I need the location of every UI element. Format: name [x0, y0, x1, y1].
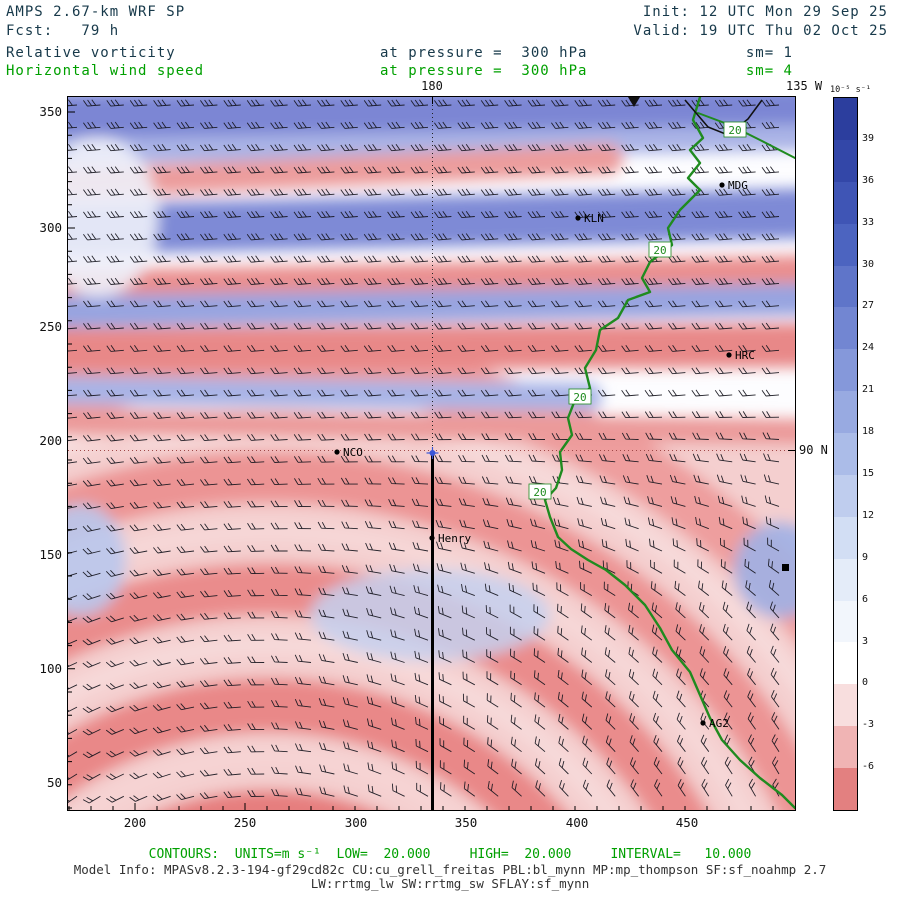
colorbar-band	[834, 307, 857, 350]
map-canvas-host: 20 20 20 20 MDG KLN HRC NCO Henry AG2	[68, 97, 795, 810]
station-marker: NCO	[334, 446, 363, 459]
wind-barbs	[68, 99, 780, 804]
field2-smoothing: sm= 4	[745, 63, 793, 79]
coastline	[543, 97, 795, 810]
svg-text:AG2: AG2	[709, 717, 729, 730]
svg-text:HRC: HRC	[735, 349, 755, 362]
field1-name: Relative vorticity	[6, 45, 176, 61]
physics-info: LW:rrtmg_lw SW:rrtmg_sw SFLAY:sf_mynn	[310, 876, 590, 891]
svg-text:Henry: Henry	[438, 532, 471, 545]
contour-label: 20	[568, 388, 592, 405]
colorbar-band	[834, 768, 857, 810]
colorbar-label: -6	[862, 761, 875, 773]
x-axis-label: 350	[454, 815, 478, 830]
y-axis-label: 250	[39, 319, 62, 334]
colorbar-label: 9	[862, 551, 869, 563]
colorbar-label: 12	[862, 509, 875, 521]
station-marker: HRC	[726, 349, 755, 362]
contour-label: 20	[528, 483, 552, 500]
colorbar-band	[834, 684, 857, 727]
colorbar-label: 0	[862, 677, 869, 689]
colorbar-band	[834, 600, 857, 643]
colorbar-band	[834, 349, 857, 392]
x-axis-label: 300	[344, 815, 368, 830]
x-axis-label: 450	[675, 815, 699, 830]
y-axis-label: 50	[46, 775, 62, 790]
model-info: Model Info: MPASv8.2.3-194-gf29cd82c CU:…	[73, 862, 827, 877]
contours-info: CONTOURS: UNITS=m s⁻¹ LOW= 20.000 HIGH= …	[148, 847, 752, 862]
colorbar-band	[834, 223, 857, 266]
colorbar-band	[834, 474, 857, 517]
field2-name: Horizontal wind speed	[6, 63, 205, 79]
svg-text:KLN: KLN	[584, 212, 604, 225]
top-right-lon-label: 135 W	[786, 79, 823, 93]
y-axis-label: 100	[39, 661, 62, 676]
forecast-hour: Fcst: 79 h	[6, 23, 120, 39]
model-title: AMPS 2.67-km WRF SP	[6, 4, 186, 20]
colorbar-label: 15	[862, 467, 875, 479]
colorbar-band	[834, 391, 857, 433]
contour-label: 20	[648, 241, 672, 258]
field2-level: at pressure = 300 hPa	[380, 63, 588, 79]
svg-text:20: 20	[728, 124, 741, 137]
colorbar	[833, 97, 858, 811]
colorbar-unit-label: 10⁻⁵ s⁻¹	[830, 85, 871, 95]
contour-label: 20	[723, 121, 747, 138]
colorbar-label: 39	[862, 132, 875, 144]
x-axis-label: 400	[565, 815, 589, 830]
cross-section-marker	[426, 447, 439, 459]
colorbar-label: 27	[862, 300, 875, 312]
colorbar-label: 24	[862, 342, 875, 354]
x-axis-label: 200	[123, 815, 147, 830]
colorbar-band	[834, 139, 857, 182]
colorbar-label: 6	[862, 593, 869, 605]
svg-text:20: 20	[533, 486, 546, 499]
right-lat-label: 90 N	[799, 443, 828, 457]
x-axis-label: 250	[233, 815, 257, 830]
valid-time: Valid: 19 UTC Thu 02 Oct 25	[633, 23, 888, 39]
y-axis-ticks	[68, 111, 75, 809]
colorbar-label: 21	[862, 384, 875, 396]
colorbar-band	[834, 265, 857, 308]
station-marker: Henry	[429, 532, 471, 545]
colorbar-band	[834, 181, 857, 224]
svg-text:20: 20	[653, 244, 666, 257]
y-axis-label: 350	[39, 104, 62, 119]
y-axis-label: 300	[39, 220, 62, 235]
colorbar-band	[834, 98, 857, 140]
init-time: Init: 12 UTC Mon 29 Sep 25	[642, 4, 888, 20]
colorbar-label: 3	[862, 635, 869, 647]
colorbar-label: -3	[862, 719, 875, 731]
colorbar-band	[834, 726, 857, 768]
colorbar-label: 33	[862, 216, 875, 228]
station-marker: MDG	[719, 179, 748, 192]
colorbar-label: 30	[862, 258, 875, 270]
field1-smoothing: sm= 1	[745, 45, 793, 61]
svg-text:NCO: NCO	[343, 446, 363, 459]
map-plot: 20 20 20 20 MDG KLN HRC NCO Henry AG2	[67, 96, 796, 811]
colorbar-band	[834, 516, 857, 559]
map-canvas: 20 20 20 20 MDG KLN HRC NCO Henry AG2	[68, 97, 795, 810]
y-axis-label: 200	[39, 433, 62, 448]
svg-text:20: 20	[573, 391, 586, 404]
colorbar-bands	[834, 98, 857, 810]
colorbar-label: 18	[862, 426, 875, 438]
station-marker: KLN	[575, 212, 604, 225]
triangle-marker	[628, 97, 640, 107]
top-lon-label: 180	[421, 79, 443, 93]
svg-text:MDG: MDG	[728, 179, 748, 192]
colorbar-band	[834, 558, 857, 601]
field1-level: at pressure = 300 hPa	[380, 45, 588, 61]
colorbar-label: 36	[862, 174, 875, 186]
edge-station-marker	[782, 564, 789, 571]
station-marker: AG2	[700, 717, 729, 730]
y-axis-label: 150	[39, 547, 62, 562]
colorbar-band	[834, 642, 857, 685]
colorbar-band	[834, 433, 857, 475]
